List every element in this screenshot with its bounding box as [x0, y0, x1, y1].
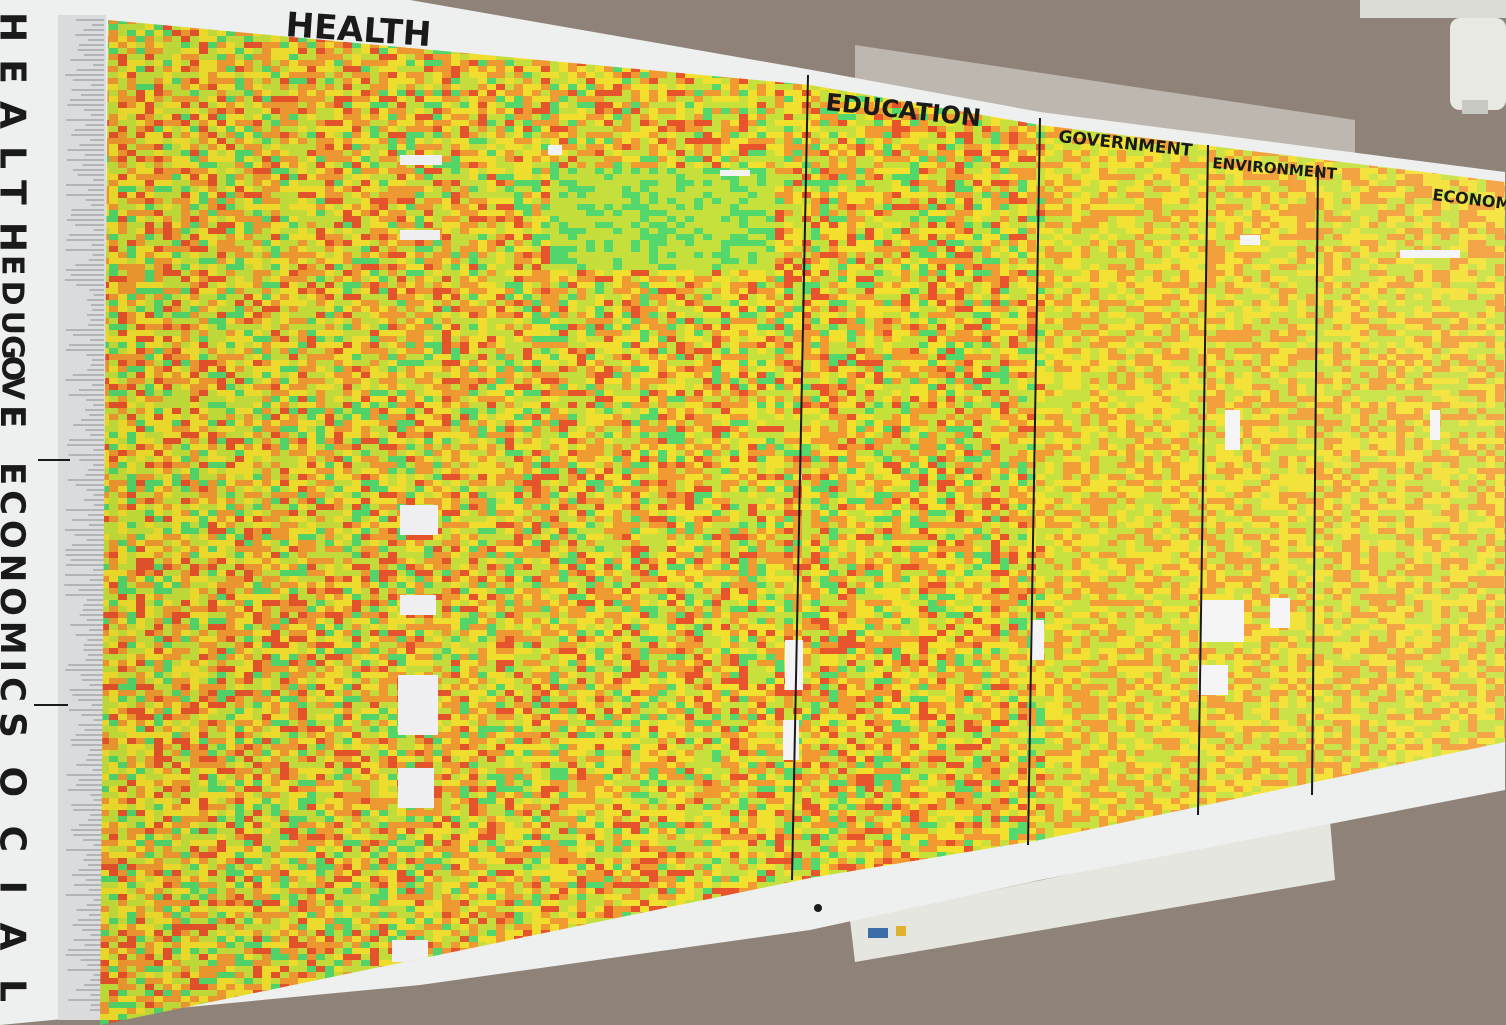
pipe-fixture [1360, 0, 1506, 114]
ruler-strip [855, 45, 1355, 160]
row-label-column [58, 15, 106, 1020]
label-card [850, 820, 1335, 962]
